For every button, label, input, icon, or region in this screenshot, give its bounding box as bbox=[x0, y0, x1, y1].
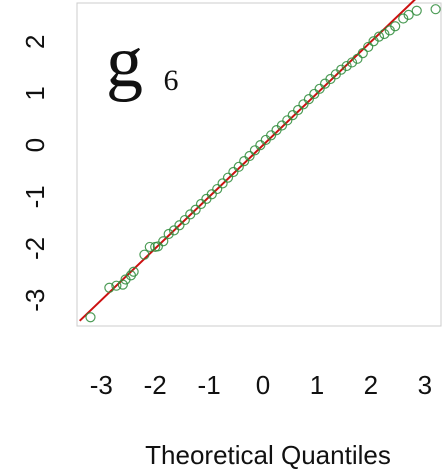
data-point bbox=[403, 9, 414, 20]
y-tick-label: -1 bbox=[20, 185, 50, 208]
data-point bbox=[111, 280, 122, 291]
data-point bbox=[266, 130, 277, 141]
data-point bbox=[158, 236, 169, 247]
data-point bbox=[206, 189, 217, 200]
data-point bbox=[411, 5, 422, 16]
data-point bbox=[190, 204, 201, 215]
data-point bbox=[195, 198, 207, 210]
data-point bbox=[212, 183, 223, 195]
data-point bbox=[373, 31, 385, 42]
x-tick-label: 2 bbox=[364, 370, 378, 400]
reference-line bbox=[79, 0, 416, 322]
data-point bbox=[390, 21, 401, 32]
x-axis-title: Theoretical Quantiles bbox=[145, 440, 391, 470]
data-point bbox=[341, 60, 352, 72]
panel-label-main: g bbox=[106, 21, 143, 103]
data-point bbox=[379, 28, 390, 40]
data-point bbox=[309, 88, 320, 100]
data-point bbox=[125, 270, 137, 281]
data-point bbox=[352, 53, 363, 64]
data-point bbox=[174, 220, 185, 231]
data-point bbox=[222, 172, 234, 183]
x-tick-label: -2 bbox=[144, 370, 167, 400]
data-points bbox=[85, 4, 441, 323]
data-point bbox=[128, 266, 139, 277]
data-point bbox=[179, 214, 190, 226]
panel-label-subscript: 6 bbox=[164, 64, 179, 97]
data-point bbox=[287, 110, 298, 121]
data-point bbox=[357, 48, 368, 59]
x-tick-label: -3 bbox=[90, 370, 113, 400]
x-axis-ticks: -3 -2 -1 0 1 2 3 bbox=[90, 370, 432, 400]
y-tick-label: 2 bbox=[20, 35, 50, 49]
data-point bbox=[255, 140, 266, 151]
x-tick-label: 1 bbox=[310, 370, 324, 400]
data-point bbox=[233, 161, 244, 172]
data-point bbox=[144, 241, 155, 253]
data-point bbox=[363, 41, 374, 53]
data-point bbox=[85, 312, 96, 323]
x-tick-label: 0 bbox=[256, 370, 270, 400]
data-point bbox=[298, 99, 309, 110]
y-tick-label: 1 bbox=[20, 86, 50, 100]
y-tick-label: 0 bbox=[20, 138, 50, 152]
data-point bbox=[139, 249, 150, 260]
data-point bbox=[303, 94, 314, 105]
data-point bbox=[228, 166, 239, 178]
data-point bbox=[217, 178, 228, 189]
data-point bbox=[117, 279, 128, 290]
data-point bbox=[430, 4, 441, 15]
plot-frame bbox=[76, 2, 442, 327]
data-point bbox=[104, 282, 115, 293]
data-point bbox=[336, 64, 347, 75]
x-tick-label: -1 bbox=[198, 370, 221, 400]
data-point bbox=[239, 156, 250, 167]
data-point bbox=[292, 104, 304, 116]
data-point bbox=[152, 241, 163, 252]
data-point bbox=[168, 225, 180, 236]
data-point bbox=[244, 150, 255, 162]
y-tick-label: -2 bbox=[20, 237, 50, 260]
data-point bbox=[398, 13, 409, 24]
data-point bbox=[314, 83, 325, 94]
data-point bbox=[346, 57, 358, 68]
x-tick-label: 3 bbox=[418, 370, 432, 400]
data-point bbox=[276, 120, 288, 131]
panel-label: g 6 bbox=[106, 21, 179, 103]
data-point bbox=[163, 228, 174, 240]
y-axis-ticks: -3 -2 -1 0 1 2 bbox=[20, 35, 50, 312]
y-tick-label: -3 bbox=[20, 289, 50, 312]
data-point bbox=[282, 115, 293, 126]
data-point bbox=[249, 145, 261, 156]
